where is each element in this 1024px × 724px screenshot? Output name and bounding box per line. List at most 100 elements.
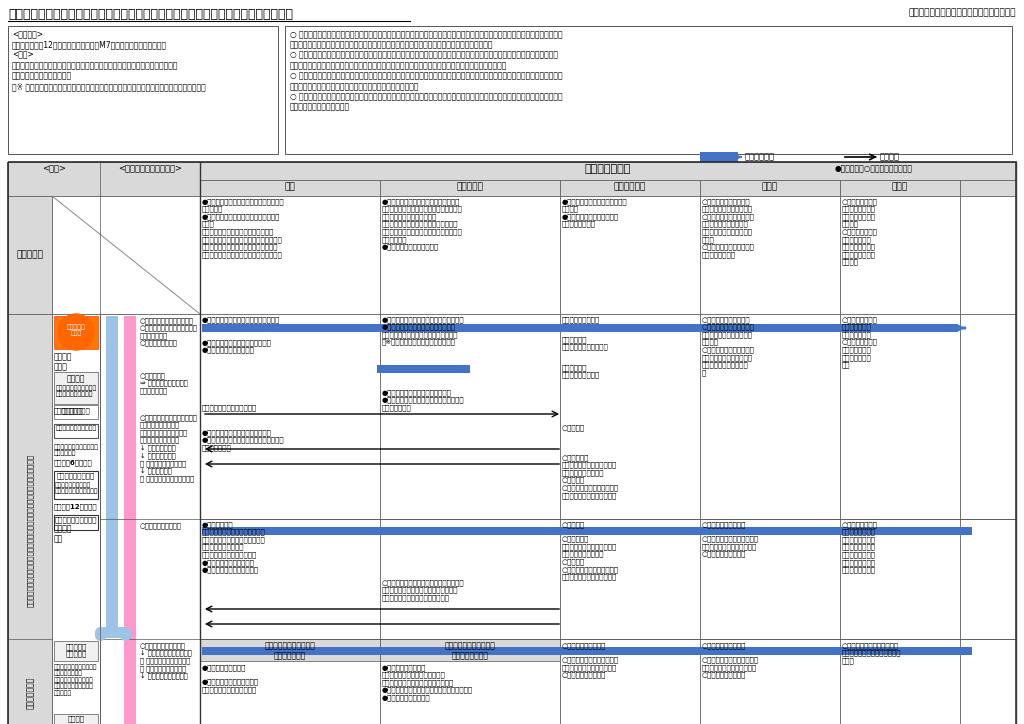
Text: ●：対一般　○：対施設内滞在者等: ●：対一般 ○：対施設内滞在者等 bbox=[835, 164, 913, 173]
Circle shape bbox=[58, 314, 94, 350]
Text: 一時滞在施設の開設要請: 一時滞在施設の開設要請 bbox=[55, 425, 96, 431]
Text: ○（駅）駅構内の安全が確保できない場合
は、自治体が指定する公園等の退避場所
または一時滞在施設等の安全確保先: ○（駅）駅構内の安全が確保できない場合 は、自治体が指定する公園等の退避場所 ま… bbox=[382, 579, 465, 601]
Text: （建物点検）
（受入れ可否判断）: （建物点検） （受入れ可否判断） bbox=[562, 364, 600, 378]
Text: ○学校、保育施設
等：安否確認・
保護者等へ連絡
○商業施設等：利
用者の安全確保
（呼びかけ・誘
導）: ○学校、保育施設 等：安否確認・ 保護者等へ連絡 ○商業施設等：利 用者の安全確… bbox=[842, 316, 878, 369]
Text: ○路線の再開情報を察知
↓ 真偽不明の情報が拡散、
　 運行情報を積極的に収集
　 道路、駅周辺への混雑
↓ 新たな混乱、二次被害: ○路線の再開情報を察知 ↓ 真偽不明の情報が拡散、 運行情報を積極的に収集 道路… bbox=[140, 642, 191, 679]
Text: 平時の備え: 平時の備え bbox=[16, 251, 43, 259]
Text: 大規模地震
発災！: 大規模地震 発災！ bbox=[67, 324, 85, 336]
Text: ○駅前滞留者対策
協議会：構成員の
役割分担、連絡体
制の確認
○学校、保育施設
等：保護者が帰
宅困難者となる可
能性を踏まえた対
応の検討: ○駅前滞留者対策 協議会：構成員の 役割分担、連絡体 制の確認 ○学校、保育施設… bbox=[842, 198, 878, 266]
Bar bbox=[202, 647, 972, 655]
Text: 必要に応じて、公園等の退
避場所に誘導: 必要に応じて、公園等の退 避場所に誘導 bbox=[54, 444, 99, 456]
Bar bbox=[8, 162, 200, 196]
Bar bbox=[961, 180, 1016, 196]
Bar bbox=[560, 196, 700, 314]
Text: 被害状況（物的・人的）
交通情報、混乱状況等: 被害状況（物的・人的） 交通情報、混乱状況等 bbox=[56, 385, 97, 397]
Text: 企業等: 企業等 bbox=[762, 182, 778, 191]
Text: 鉄道運転
見合せ: 鉄道運転 見合せ bbox=[54, 352, 73, 371]
Bar bbox=[202, 527, 558, 535]
Bar bbox=[8, 196, 52, 314]
Text: ○被害状況、交通情報

○帰宅ルールに基づき努める
　べき事項、配慮すべき事項
○開設案内、退所要請: ○被害状況、交通情報 ○帰宅ルールに基づき努める べき事項、配慮すべき事項 ○開… bbox=[702, 521, 759, 557]
Text: 行政: 行政 bbox=[285, 182, 295, 191]
Text: おおむね6時間以内: おおむね6時間以内 bbox=[54, 459, 93, 466]
Bar bbox=[700, 639, 840, 724]
Bar bbox=[377, 365, 470, 373]
Text: ●被害情報、交通情報

●帰宅ルールに基づき努める
　べき事項、配慮すべき事項: ●被害情報、交通情報 ●帰宅ルールに基づき努める べき事項、配慮すべき事項 bbox=[202, 664, 259, 693]
Bar bbox=[8, 26, 278, 154]
Bar bbox=[54, 424, 98, 438]
Bar bbox=[52, 196, 200, 314]
Text: （被害情報等収集）: （被害情報等収集） bbox=[562, 316, 600, 323]
Bar bbox=[54, 372, 98, 404]
Text: 情報提供・帰宅ルールに
基づく注意喚起: 情報提供・帰宅ルールに 基づく注意喚起 bbox=[264, 641, 315, 660]
Text: ○受入れ状況
（収容可能人員に達した場合
　は受入停止した旨）
○開設期間
○帰宅ルールに基づき努める
　べき事項、配慮すべき事項: ○受入れ状況 （収容可能人員に達した場合 は受入停止した旨） ○開設期間 ○帰宅… bbox=[562, 454, 620, 499]
Text: ○被害情報、交通情報

○帰宅ルールに基づき努める
　べき事項、配慮すべき事項
○開設案内、退所要請: ○被害情報、交通情報 ○帰宅ルールに基づき努める べき事項、配慮すべき事項 ○開… bbox=[562, 642, 620, 678]
Text: ○一斉帰宅抑制の基本原
則、帰宅ルールの周知徹底
○優先業務、分散帰宅の方
針等の従業員等の行動方
針、安否確認方法の策定、
周知。
○発災時に必要となる情報
: ○一斉帰宅抑制の基本原 則、帰宅ルールの周知徹底 ○優先業務、分散帰宅の方 針等… bbox=[702, 198, 755, 258]
Bar bbox=[200, 639, 380, 724]
Bar bbox=[380, 196, 560, 314]
Text: ●最新の運行情報の所在と取得方法
●（駅）乗客・駅利用者の安全確保（呼び
　かけ・誘導）: ●最新の運行情報の所在と取得方法 ●（駅）乗客・駅利用者の安全確保（呼び かけ・… bbox=[382, 389, 465, 411]
Bar bbox=[200, 519, 380, 639]
Text: ○商業施設等：施
設内の安全が確保
できない場合は、
自治体が指定する
公園等の避難場所
または一時滞在施
設等の安全確保先: ○商業施設等：施 設内の安全が確保 できない場合は、 自治体が指定する 公園等の… bbox=[842, 521, 878, 573]
Text: ●一斉帰宅抑制、安全な場所に待機
●むやみに駅に向かわない: ●一斉帰宅抑制、安全な場所に待機 ●むやみに駅に向かわない bbox=[202, 339, 272, 353]
Bar bbox=[700, 519, 840, 639]
Bar bbox=[961, 196, 1016, 314]
Text: 情報の連続性: 情報の連続性 bbox=[745, 152, 775, 161]
Text: その他: その他 bbox=[892, 182, 908, 191]
Bar bbox=[700, 152, 738, 162]
Text: （段階的に
運転再開）: （段階的に 運転再開） bbox=[66, 643, 87, 657]
Bar bbox=[961, 314, 1016, 519]
Bar bbox=[200, 314, 380, 519]
Text: ●一斉帰宅抑制の基本原則、帰宅ルールの
　周知徹底
●発災時に必要となる情報の提供体制の
　整備
・災害情報、被害情報、交通情報　等
・一時滞在施設の名称・所在: ●一斉帰宅抑制の基本原則、帰宅ルールの 周知徹底 ●発災時に必要となる情報の提供… bbox=[202, 198, 285, 258]
Text: ●施設の名称、所在地等（可能な
　限り）
●発災時に必要となる情報の
　提供体制の整備: ●施設の名称、所在地等（可能な 限り） ●発災時に必要となる情報の 提供体制の整… bbox=[562, 198, 628, 227]
Text: ○状況把握（地震・被害等）
○鉄道が動かないと分かれば一
　旦はとどまる
○家族等の安否確認: ○状況把握（地震・被害等） ○鉄道が動かないと分かれば一 旦はとどまる ○家族等… bbox=[140, 317, 198, 347]
Bar bbox=[8, 162, 1016, 724]
Text: ・一時滞在施設の表示
・市区町村等への開設報告: ・一時滞在施設の表示 ・市区町村等への開設報告 bbox=[55, 482, 98, 494]
Text: 待機の呼びかけ: 待機の呼びかけ bbox=[54, 407, 84, 413]
Bar bbox=[200, 162, 1016, 180]
Bar bbox=[560, 639, 700, 724]
Text: ○居場所がない、どう行動すれ
ばいいか分からない、
待っていても埒があかない
子供のお迎え・介護等
↓ 帰宅をはじめる
↓ 集団心理・勧長
　 駅周辺混雑・歩道: ○居場所がない、どう行動すれ ばいいか分からない、 待っていても埒があかない 子… bbox=[140, 414, 198, 482]
Text: <行政>: <行政> bbox=[42, 164, 66, 173]
Bar bbox=[202, 324, 958, 332]
Bar bbox=[560, 519, 700, 639]
Bar bbox=[380, 639, 560, 661]
Text: ●最新の運行情報の所在と取得方法
●（駅）乗客・駅利用者の安全確保（呼び
　かけ・誘導）: ●最新の運行情報の所在と取得方法 ●（駅）乗客・駅利用者の安全確保（呼び かけ・… bbox=[202, 429, 285, 451]
Bar bbox=[52, 314, 100, 724]
Text: 待機の呼びかけ: 待機の呼びかけ bbox=[61, 407, 91, 413]
Bar bbox=[840, 196, 961, 314]
Bar bbox=[840, 639, 961, 724]
Text: ○一時滞在施設で待機: ○一時滞在施設で待機 bbox=[140, 522, 181, 529]
Bar bbox=[961, 519, 1016, 639]
Bar bbox=[100, 314, 200, 724]
Bar bbox=[560, 314, 700, 519]
Text: 情報伝達: 情報伝達 bbox=[880, 152, 900, 161]
Bar bbox=[380, 180, 560, 196]
Text: ○情報が不足
⇒ とりあえず駅に向かう
　　流れに関界: ○情報が不足 ⇒ とりあえず駅に向かう 流れに関界 bbox=[140, 372, 187, 394]
Text: ○被害状況、交通情報等
○施設内（または安全な場
所）待機、むやみに駅に向
かわない
○企業等ごとの行動方針、
帰宅ルールに基づき努める
べき事項、配慮すべき事: ○被害状況、交通情報等 ○施設内（または安全な場 所）待機、むやみに駅に向 かわ… bbox=[702, 316, 755, 376]
Bar bbox=[200, 639, 380, 661]
Text: ○開設報告: ○開設報告 bbox=[562, 424, 585, 431]
Text: 状況に応じて
建物点検、開設準備　等: 状況に応じて 建物点検、開設準備 等 bbox=[562, 336, 608, 350]
Text: 一時滞在施設　受入れ: 一時滞在施設 受入れ bbox=[54, 516, 97, 523]
Bar bbox=[840, 180, 961, 196]
Text: 帰宅支援: 帰宅支援 bbox=[68, 715, 85, 722]
Text: ○被害情報、交通情報

○帰宅ルールに基づき努める
　べき事項、配慮すべき事項
○開設案内、退所要請: ○被害情報、交通情報 ○帰宅ルールに基づき努める べき事項、配慮すべき事項 ○開… bbox=[702, 642, 759, 678]
Text: ●行き場の情報
・一時滞在施設の開設を要請した
　準備に一定程度の時間を要する
　施設までの誘導場所
・施設をどこで取得できるか
●一時滞在施設の開設情報
●一: ●行き場の情報 ・一時滞在施設の開設を要請した 準備に一定程度の時間を要する 施… bbox=[202, 521, 266, 573]
Bar bbox=[700, 196, 840, 314]
Bar bbox=[54, 714, 98, 724]
Bar bbox=[8, 162, 1016, 724]
Bar bbox=[961, 314, 1016, 519]
Bar bbox=[700, 180, 840, 196]
Text: 情報提供・帰宅ルールに
基づく運行情報等: 情報提供・帰宅ルールに 基づく運行情報等 bbox=[444, 641, 496, 660]
Text: ○帰宅ルールの基本に基づき
　努めるべき事項、配慮すべき
　事項: ○帰宅ルールの基本に基づき 努めるべき事項、配慮すべき 事項 bbox=[842, 642, 901, 664]
Polygon shape bbox=[54, 316, 98, 349]
Bar bbox=[840, 314, 961, 519]
Bar bbox=[124, 316, 136, 724]
Text: 情報収集: 情報収集 bbox=[67, 374, 85, 383]
Text: ●運転再開見込み情報
・再開見込み時刻、路線・区間、
　運転間隔、接続路線の運行状況　等
●混雑緩和のための対処の情報（駅入場規制）
●混雑緩和への協力要請: ●運転再開見込み情報 ・再開見込み時刻、路線・区間、 運転間隔、接続路線の運行状… bbox=[382, 664, 473, 701]
Bar bbox=[560, 180, 700, 196]
Bar bbox=[200, 196, 380, 314]
Text: ●発災から運転再開までの基本的な流れ
・地震感知で直ちに停止、点検に時間を要
　することがある旨（目標）
・発災時における鉄道利用者の避難誘導
・再開直後は運転: ●発災から運転再開までの基本的な流れ ・地震感知で直ちに停止、点検に時間を要 す… bbox=[382, 198, 463, 251]
Bar bbox=[54, 515, 98, 530]
Text: ○開設報告

○受入れ状況
（収容可能人員に達した場合
　は受入停止した旨）
○開設期間
○帰宅ルールに基づき努める
　べき事項、配慮すべき事項: ○開設報告 ○受入れ状況 （収容可能人員に達した場合 は受入停止した旨） ○開設… bbox=[562, 521, 620, 580]
